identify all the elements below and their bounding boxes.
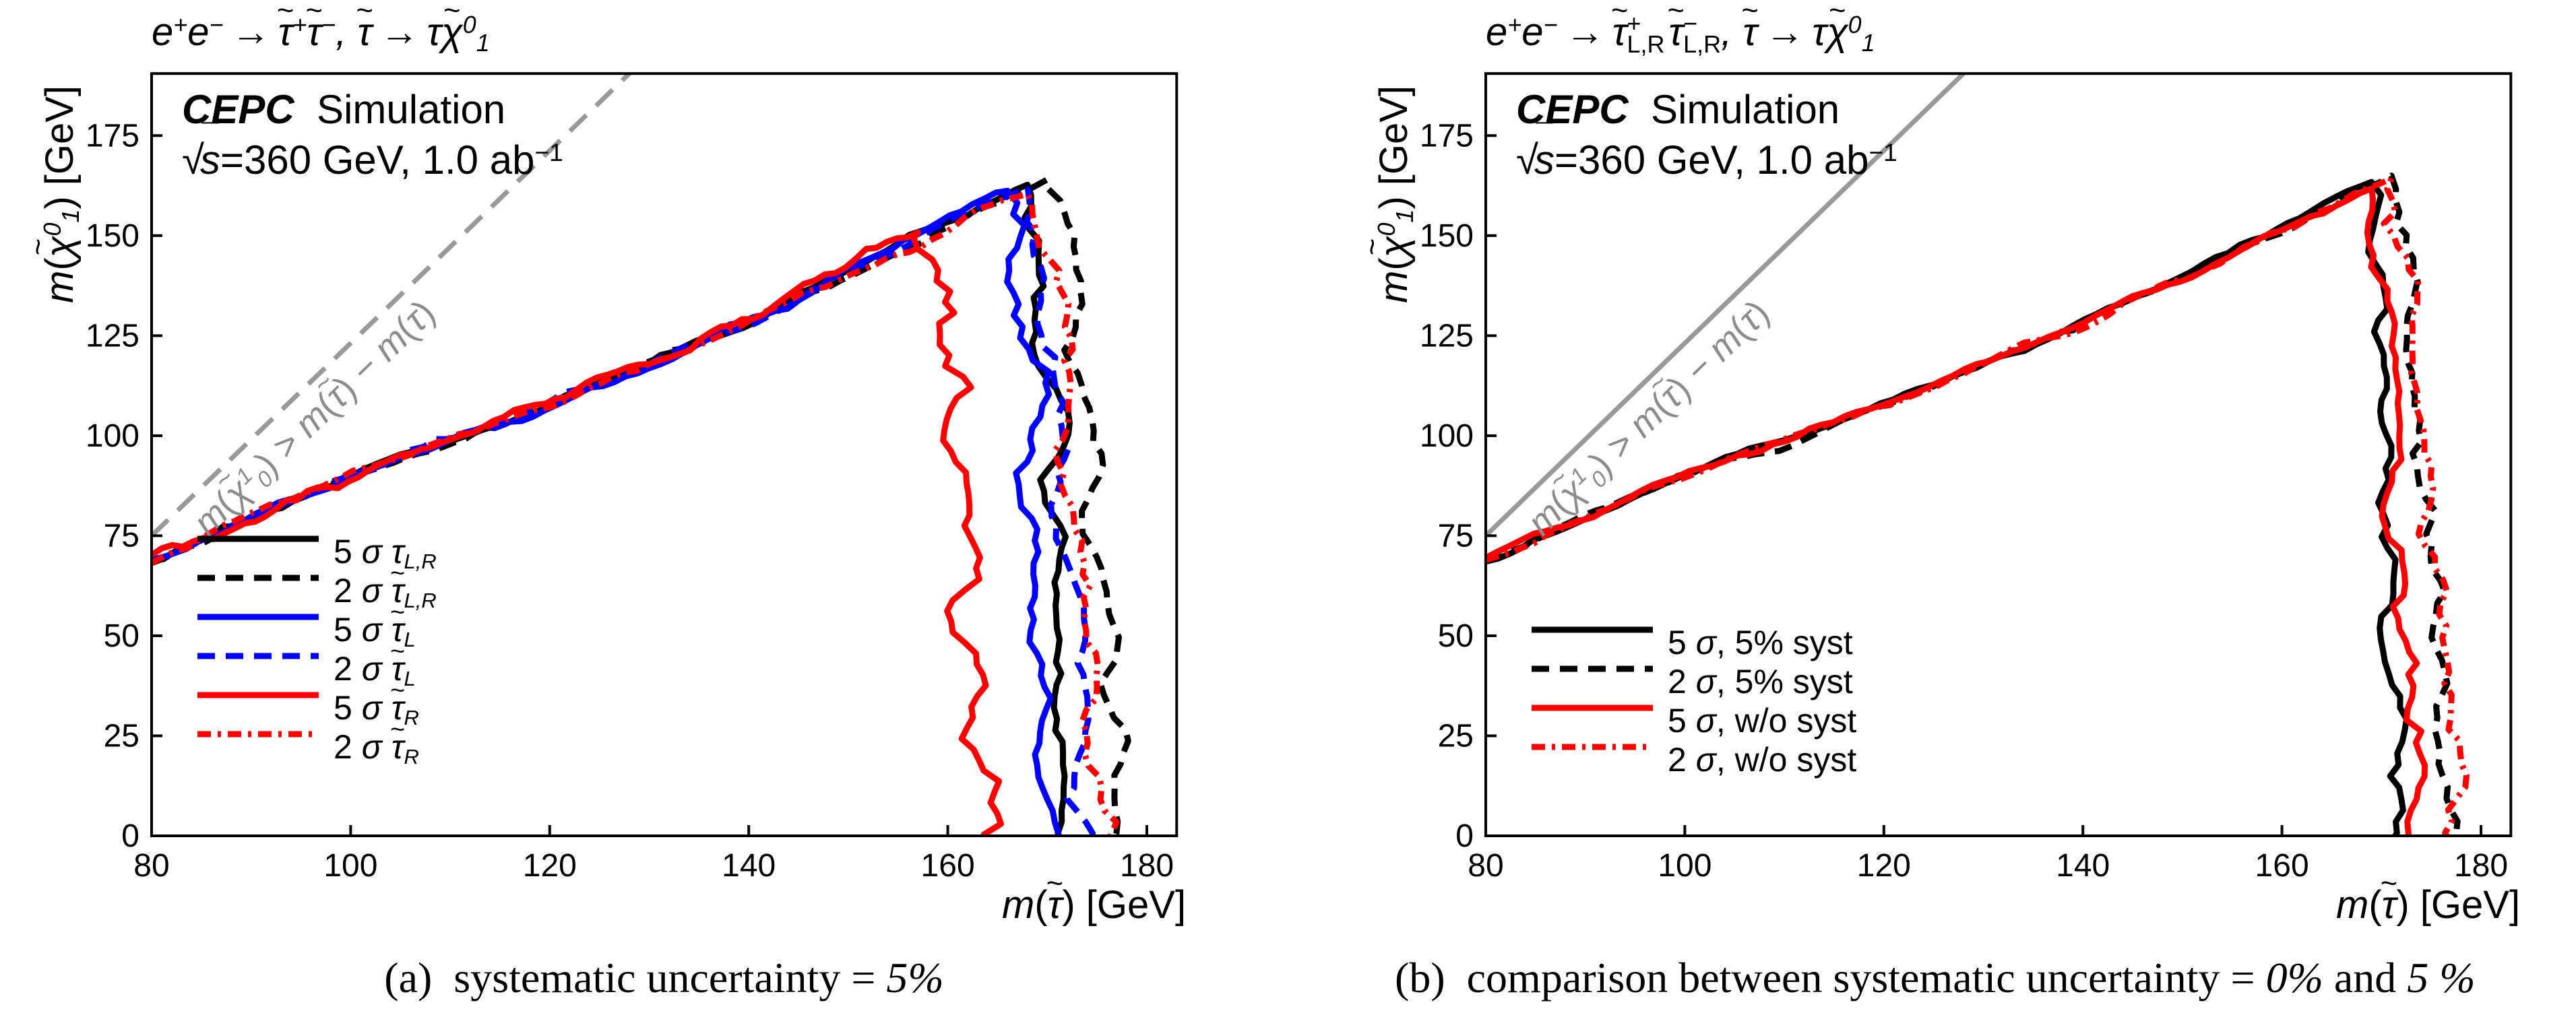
svg-text:25: 25: [1438, 719, 1474, 754]
svg-text:0: 0: [1455, 818, 1474, 854]
svg-text:100: 100: [323, 848, 377, 884]
svg-text:125: 125: [86, 318, 139, 354]
svg-text:100: 100: [1658, 848, 1711, 884]
svg-text:140: 140: [722, 848, 776, 884]
svg-text:140: 140: [2056, 848, 2110, 884]
svg-text:175: 175: [86, 118, 139, 154]
svg-text:120: 120: [1857, 848, 1911, 884]
svg-text:50: 50: [1438, 618, 1474, 654]
svg-text:100: 100: [86, 418, 139, 454]
svg-text:75: 75: [1438, 518, 1474, 554]
svg-text:0: 0: [121, 818, 139, 854]
svg-text:120: 120: [523, 848, 577, 884]
svg-text:150: 150: [86, 218, 139, 254]
svg-text:25: 25: [104, 719, 139, 754]
svg-text:180: 180: [2454, 848, 2508, 884]
svg-text:100: 100: [1420, 418, 1474, 454]
svg-text:160: 160: [2255, 848, 2309, 884]
svg-text:75: 75: [104, 518, 139, 554]
svg-text:50: 50: [104, 618, 139, 654]
svg-text:150: 150: [1420, 218, 1474, 254]
svg-text:175: 175: [1420, 118, 1474, 154]
svg-text:160: 160: [921, 848, 975, 884]
svg-text:180: 180: [1120, 848, 1174, 884]
svg-text:125: 125: [1420, 318, 1474, 354]
